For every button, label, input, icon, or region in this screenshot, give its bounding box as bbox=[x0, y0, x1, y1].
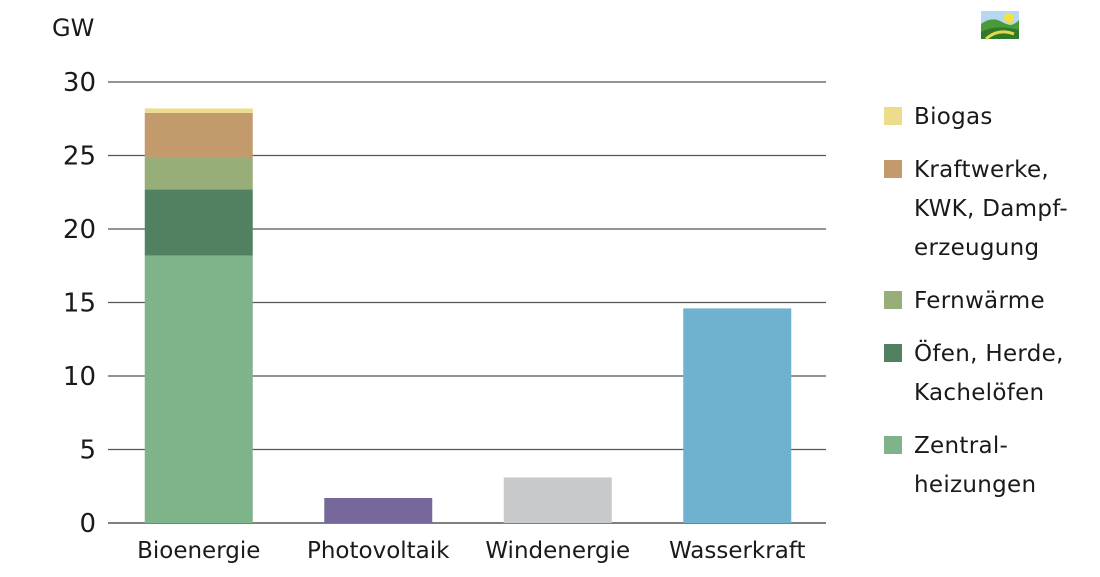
y-tick-label: 25 bbox=[63, 142, 96, 172]
y-axis-unit: GW bbox=[52, 14, 94, 42]
bar-segment-photovoltaik-5 bbox=[324, 498, 433, 523]
y-tick-label: 0 bbox=[79, 509, 96, 539]
legend-swatch bbox=[884, 344, 902, 362]
chart: GW 0 5 10 15 20 25 30 Bioenergie Photovoltaik Wi… bbox=[52, 14, 826, 564]
bar-segment-bioenergie-1 bbox=[144, 189, 253, 256]
legend-item: Öfen, Herde, Kachelöfen bbox=[884, 335, 1094, 413]
legend: Biogas Kraftwerke, KWK, Dampf- erzeugung F… bbox=[884, 98, 1094, 519]
bars bbox=[144, 108, 792, 523]
bar-segment-windenergie-6 bbox=[503, 477, 612, 523]
legend-swatch bbox=[884, 160, 902, 178]
y-tick-label: 5 bbox=[79, 436, 96, 466]
bar-segment-bioenergie-0 bbox=[144, 255, 253, 523]
legend-label: Kraftwerke, KWK, Dampf- erzeugung bbox=[914, 157, 1068, 261]
legend-label: Öfen, Herde, Kachelöfen bbox=[914, 341, 1064, 406]
bar-segment-bioenergie-3 bbox=[144, 112, 253, 157]
logo-icon bbox=[980, 10, 1020, 41]
y-tick-label: 20 bbox=[63, 215, 96, 245]
bar-segment-wasserkraft-7 bbox=[683, 308, 792, 523]
legend-label: Biogas bbox=[914, 104, 993, 130]
legend-label: Fernwärme bbox=[914, 288, 1045, 314]
x-tick-label-windenergie: Windenergie bbox=[485, 538, 630, 564]
legend-item: Kraftwerke, KWK, Dampf- erzeugung bbox=[884, 151, 1094, 268]
y-tick-label: 10 bbox=[63, 362, 96, 392]
y-tick-label: 15 bbox=[63, 289, 96, 319]
legend-swatch bbox=[884, 107, 902, 125]
legend-item: Zentral- heizungen bbox=[884, 427, 1094, 505]
bar-segment-bioenergie-2 bbox=[144, 156, 253, 190]
legend-swatch bbox=[884, 436, 902, 454]
legend-label: Zentral- heizungen bbox=[914, 433, 1037, 498]
legend-item: Fernwärme bbox=[884, 282, 1094, 321]
x-tick-label-wasserkraft: Wasserkraft bbox=[669, 538, 806, 564]
legend-item: Biogas bbox=[884, 98, 1094, 137]
y-tick-label: 30 bbox=[63, 68, 96, 98]
bar-segment-bioenergie-4 bbox=[144, 108, 253, 113]
x-tick-labels: Bioenergie Photovoltaik Windenergie Wasserk… bbox=[137, 538, 805, 564]
y-tick-labels: 0 5 10 15 20 25 30 bbox=[63, 68, 96, 539]
x-tick-label-photovoltaik: Photovoltaik bbox=[307, 538, 450, 564]
legend-swatch bbox=[884, 291, 902, 309]
x-tick-label-bioenergie: Bioenergie bbox=[137, 538, 260, 564]
